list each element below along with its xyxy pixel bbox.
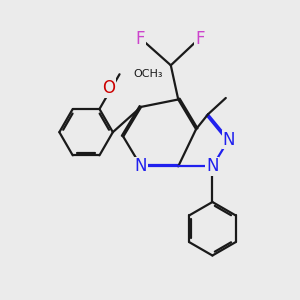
Text: F: F: [195, 30, 204, 48]
Text: F: F: [136, 30, 145, 48]
Text: N: N: [223, 130, 235, 148]
Text: OCH₃: OCH₃: [133, 69, 162, 79]
Text: O: O: [102, 79, 115, 97]
Text: N: N: [135, 157, 147, 175]
Text: N: N: [206, 157, 219, 175]
